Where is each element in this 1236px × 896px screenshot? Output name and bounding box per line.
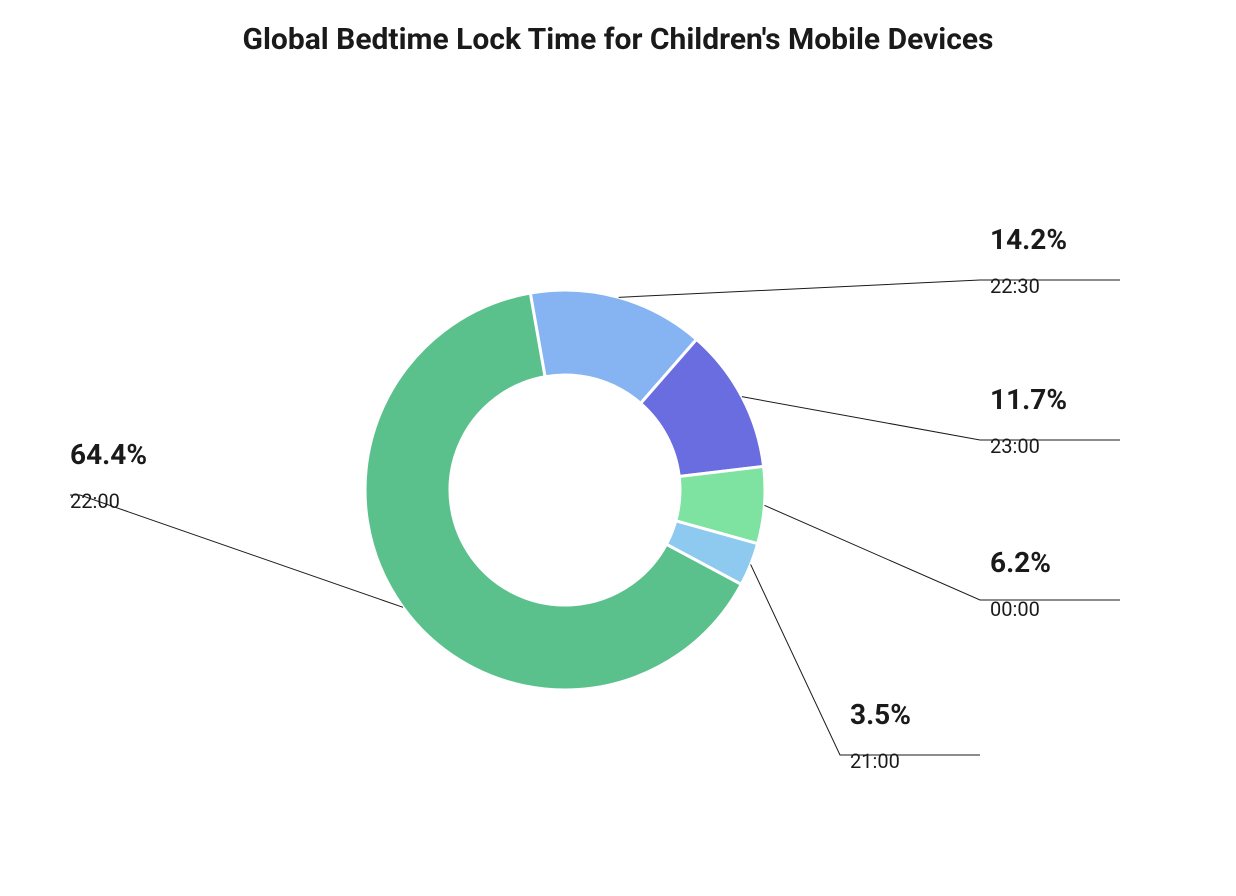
slice-time: 23:00 [990, 434, 1120, 458]
slice-label: 14.2% 22:30 [990, 225, 1120, 298]
slice-percentage: 11.7% [990, 385, 1120, 416]
slice-label: 64.4% 22:00 [70, 440, 200, 513]
slice-time: 21:00 [850, 749, 980, 773]
slice-label: 3.5% 21:00 [850, 700, 980, 773]
slice-percentage: 6.2% [990, 548, 1120, 579]
slice-time: 22:30 [990, 274, 1120, 298]
slice-percentage: 14.2% [990, 225, 1120, 256]
slice-percentage: 3.5% [850, 700, 980, 731]
slice-percentage: 64.4% [70, 440, 200, 471]
slice-label: 6.2% 00:00 [990, 548, 1120, 621]
slice-label: 11.7% 23:00 [990, 385, 1120, 458]
slice-time: 22:00 [70, 489, 200, 513]
slice-time: 00:00 [990, 597, 1120, 621]
